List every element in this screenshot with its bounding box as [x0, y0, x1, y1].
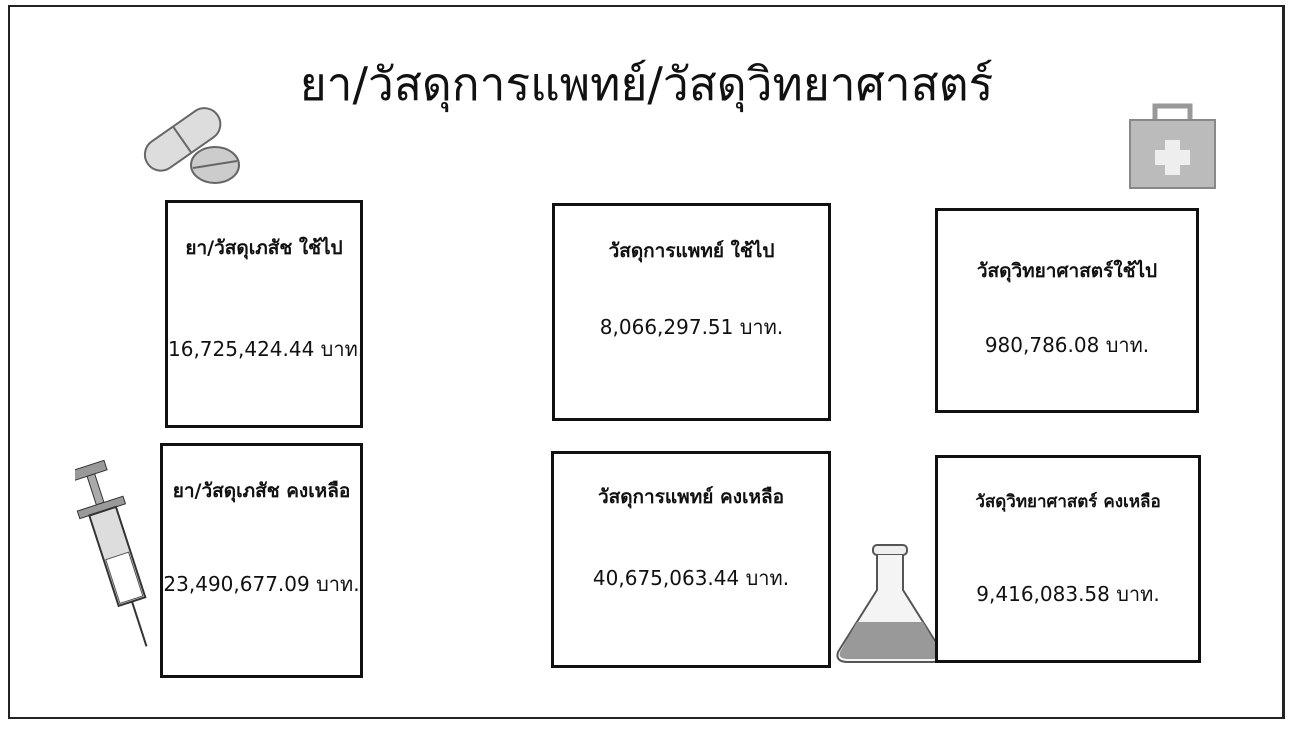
page: ยา/วัสดุการแพทย์/วัสดุวิทยาศาสตร์ ยา/วัส…: [0, 0, 1293, 736]
card-value: 40,675,063.44 บาท.: [554, 562, 828, 594]
card-value: 980,786.08 บาท.: [938, 329, 1196, 361]
first-aid-icon: [1125, 98, 1220, 193]
card-value: 8,066,297.51 บาท.: [555, 311, 828, 343]
card: วัสดุวิทยาศาสตร์ คงเหลือ 9,416,083.58 บา…: [935, 455, 1201, 663]
card-label: วัสดุวิทยาศาสตร์ คงเหลือ: [938, 488, 1198, 515]
card: วัสดุการแพทย์ ใช้ไป 8,066,297.51 บาท.: [552, 203, 831, 421]
card-value: 16,725,424.44 บาท.: [168, 333, 360, 365]
card-value: 23,490,677.09 บาท.: [163, 568, 360, 600]
card-label: วัสดุการแพทย์ ใช้ไป: [555, 236, 828, 266]
card-value: 9,416,083.58 บาท.: [938, 578, 1198, 610]
card-label: วัสดุการแพทย์ คงเหลือ: [554, 482, 828, 512]
card-label: วัสดุวิทยาศาสตร์ใช้ไป: [938, 256, 1196, 286]
card: วัสดุการแพทย์ คงเหลือ 40,675,063.44 บาท.: [551, 451, 831, 668]
card: วัสดุวิทยาศาสตร์ใช้ไป 980,786.08 บาท.: [935, 208, 1199, 413]
card: ยา/วัสดุเภสัช คงเหลือ 23,490,677.09 บาท.: [160, 443, 363, 678]
pills-icon: [130, 95, 260, 190]
flask-icon: [830, 540, 950, 670]
card: ยา/วัสดุเภสัช ใช้ไป 16,725,424.44 บาท.: [165, 200, 363, 428]
card-label: ยา/วัสดุเภสัช คงเหลือ: [163, 476, 360, 506]
card-label: ยา/วัสดุเภสัช ใช้ไป: [168, 233, 360, 263]
syringe-icon: [75, 455, 165, 655]
